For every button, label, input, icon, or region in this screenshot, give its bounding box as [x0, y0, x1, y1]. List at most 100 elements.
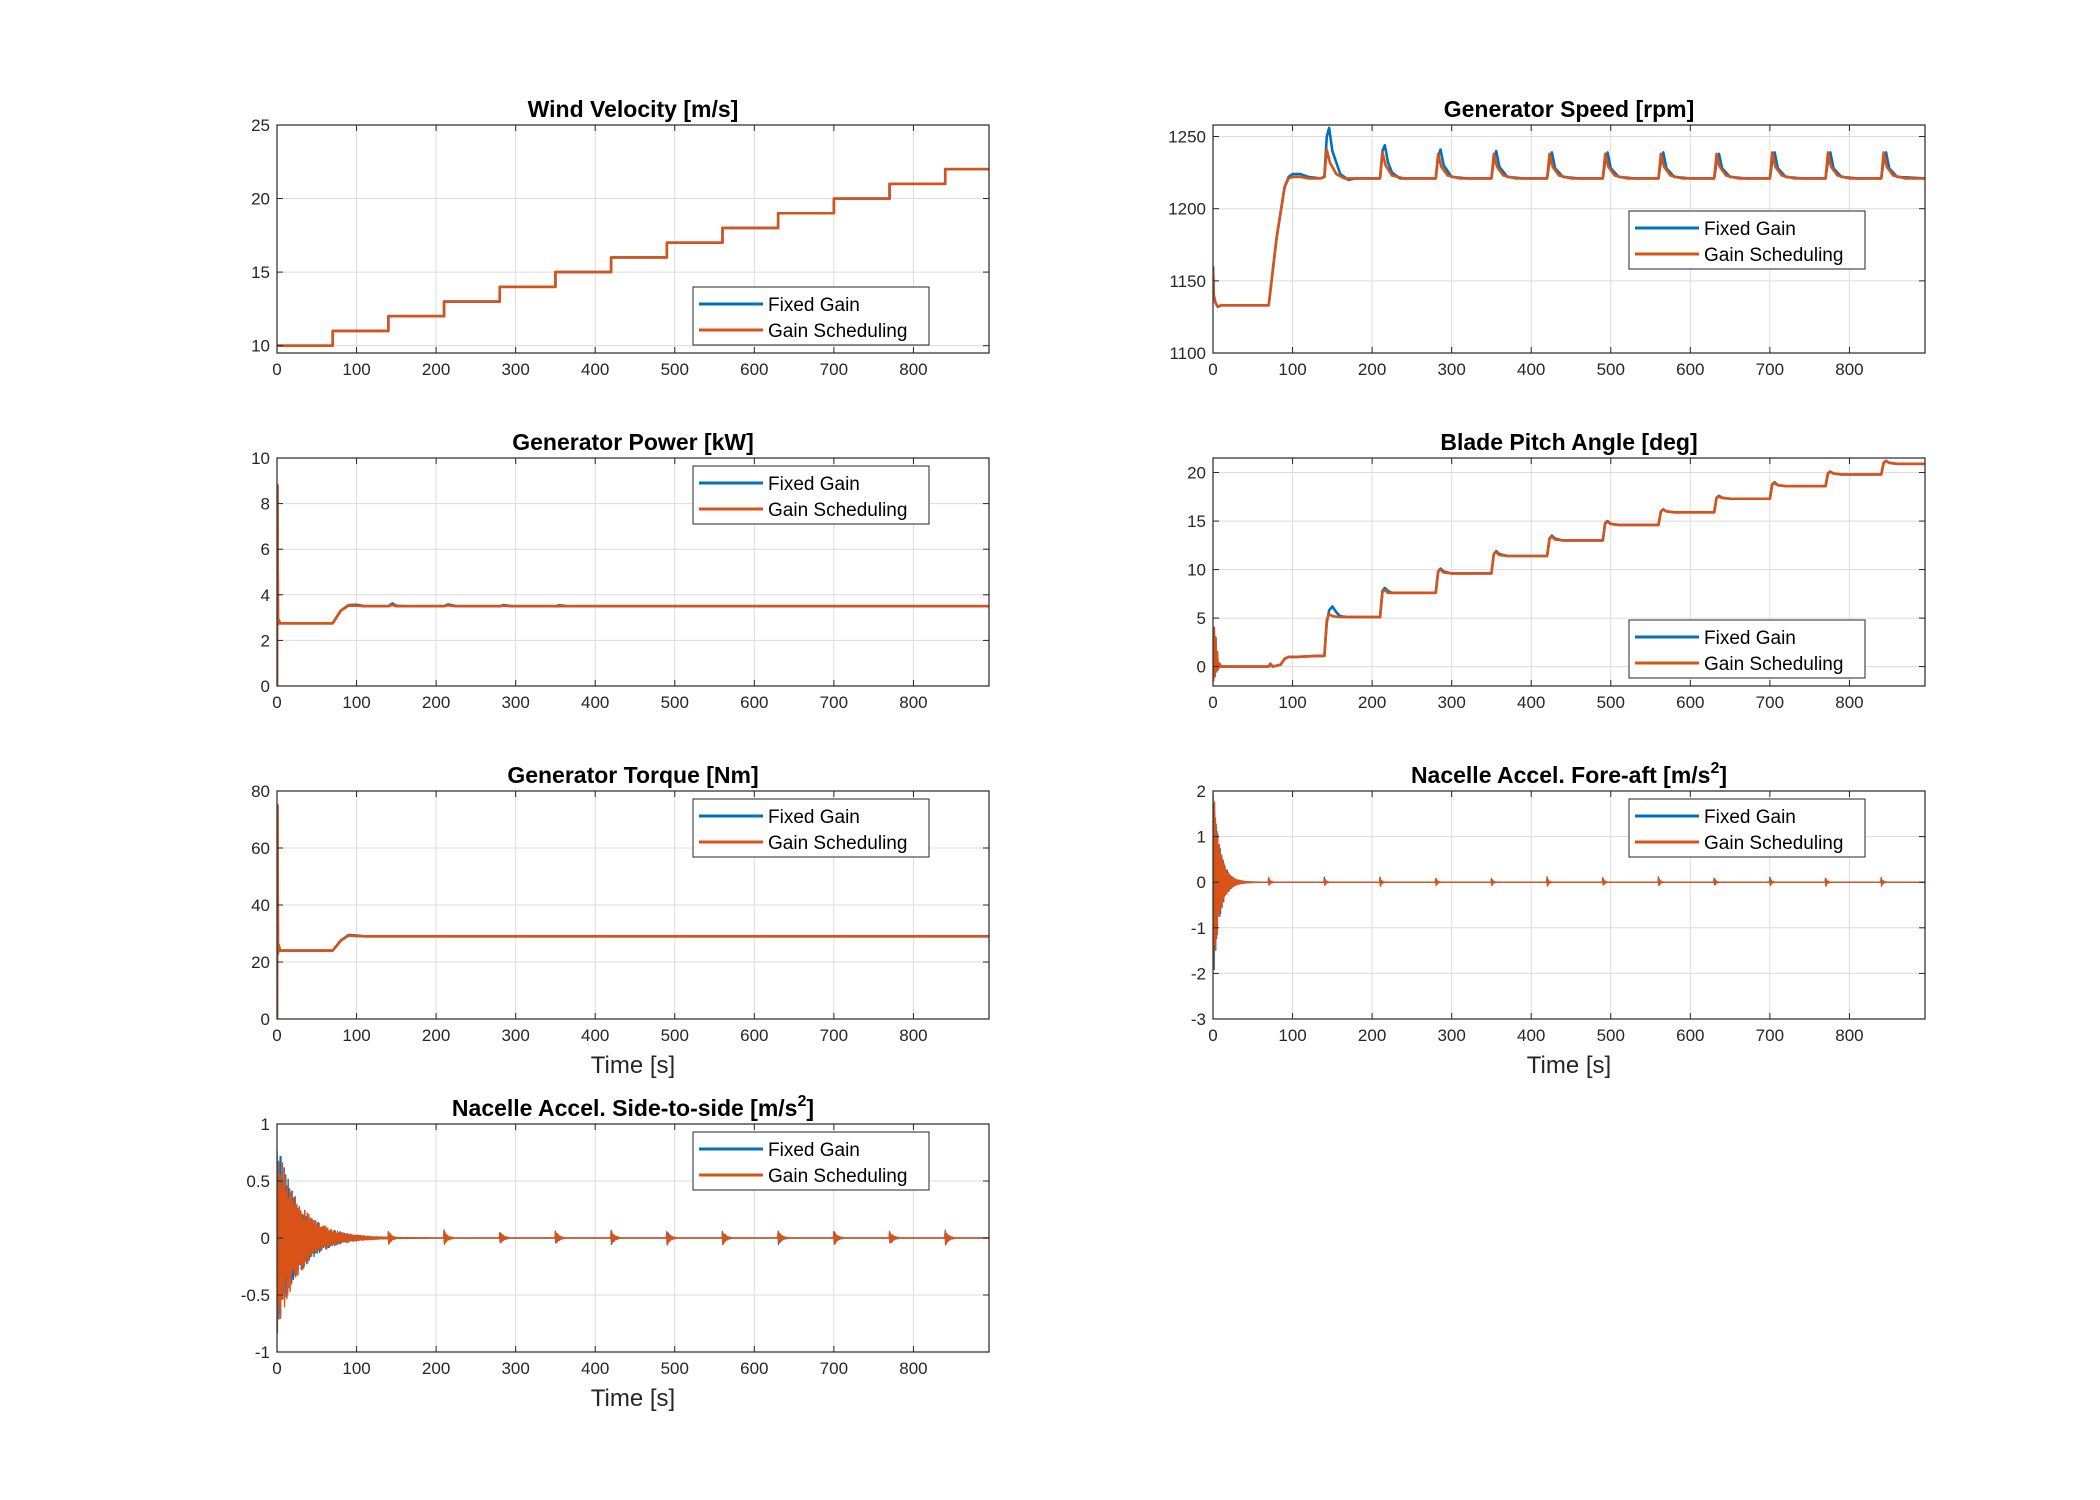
x-tick-label: 100	[342, 360, 370, 379]
chart-title: Nacelle Accel. Side-to-side [m/s2]	[452, 1093, 814, 1121]
y-tick-label: 1	[261, 1115, 270, 1134]
x-tick-label: 600	[1676, 1026, 1704, 1045]
chart-title-superscript: 2	[1710, 760, 1719, 777]
y-tick-label: 0	[1197, 658, 1206, 677]
y-tick-label: 15	[1187, 512, 1206, 531]
y-tick-label: 10	[1187, 561, 1206, 580]
axes-box	[1212, 790, 1926, 1020]
legend-label: Gain Scheduling	[1704, 654, 1843, 675]
chart-title: Generator Power [kW]	[512, 429, 754, 455]
x-tick-label: 700	[820, 360, 848, 379]
legend-label: Fixed Gain	[1704, 807, 1796, 828]
x-tick-label: 600	[1676, 693, 1704, 712]
x-tick-label: 500	[1597, 693, 1625, 712]
x-tick-label: 400	[1517, 1026, 1545, 1045]
series-line-gain-scheduling	[277, 1156, 989, 1334]
x-tick-label: 300	[1437, 360, 1465, 379]
legend: Fixed Gain Gain Scheduling	[692, 286, 930, 346]
y-tick-label: 6	[261, 540, 270, 559]
x-axis-label: Time [s]	[591, 1052, 675, 1079]
legend-box	[692, 286, 930, 346]
x-tick-label: 300	[1437, 693, 1465, 712]
x-tick-label: 300	[501, 1359, 529, 1378]
legend-label: Gain Scheduling	[768, 1166, 907, 1187]
x-tick-label: 800	[1835, 693, 1863, 712]
legend-box	[692, 1131, 930, 1191]
plot-area	[1213, 126, 1925, 309]
legend: Fixed Gain Gain Scheduling	[692, 798, 930, 858]
x-axis-label: Time [s]	[1527, 1052, 1611, 1079]
x-tick-label: 200	[1358, 1026, 1386, 1045]
y-tick-label: -3	[1191, 1010, 1206, 1029]
legend: Fixed Gain Gain Scheduling	[1628, 210, 1866, 270]
x-tick-label: 500	[661, 360, 689, 379]
chart-title: Nacelle Accel. Fore-aft [m/s2]	[1411, 760, 1727, 788]
y-tick-label: -2	[1191, 964, 1206, 983]
y-tick-label: 2	[261, 631, 270, 650]
x-tick-label: 600	[740, 360, 768, 379]
legend-box	[692, 798, 930, 858]
x-tick-label: 0	[1208, 693, 1217, 712]
x-tick-label: 100	[1278, 693, 1306, 712]
x-tick-label: 600	[740, 1026, 768, 1045]
y-tick-label: 15	[251, 263, 270, 282]
x-tick-label: 800	[899, 360, 927, 379]
chart-title-text: Generator Speed [rpm]	[1444, 96, 1695, 122]
plot-area	[1213, 793, 1925, 971]
x-tick-label: 400	[1517, 360, 1545, 379]
chart-torque: 0 100 200 300 400 500 600 700 800 0 20 40 60 80 Genera…	[251, 762, 990, 1079]
legend-label: Fixed Gain	[768, 807, 860, 828]
y-tick-label: 0.5	[246, 1172, 270, 1191]
legend-box	[692, 465, 930, 525]
x-tick-label: 800	[1835, 1026, 1863, 1045]
y-tick-label: 80	[251, 782, 270, 801]
y-tick-label: 1100	[1169, 344, 1206, 363]
chart-foreaft: 0 100 200 300 400 500 600 700 800-3-2-1012Nacell…	[1191, 760, 1926, 1079]
x-tick-label: 600	[740, 693, 768, 712]
chart-title-text: Generator Torque [Nm]	[507, 762, 758, 788]
x-tick-label: 600	[740, 1359, 768, 1378]
x-tick-label: 400	[581, 1026, 609, 1045]
x-tick-label: 400	[581, 360, 609, 379]
legend: Fixed Gain Gain Scheduling	[1628, 619, 1866, 679]
x-tick-label: 100	[342, 1026, 370, 1045]
y-tick-label: -1	[1191, 919, 1206, 938]
x-tick-label: 700	[820, 1359, 848, 1378]
chart-title-end: ]	[1719, 762, 1727, 788]
plot-area	[1213, 459, 1925, 682]
chart-title-text: Nacelle Accel. Fore-aft [m/s	[1411, 762, 1711, 788]
x-tick-label: 300	[501, 693, 529, 712]
x-tick-label: 100	[1278, 360, 1306, 379]
legend: Fixed Gain Gain Scheduling	[1628, 798, 1866, 858]
chart-speed: 0 100 200 300 400 500 600 700 800 1100 1150 1200 125…	[1168, 96, 1926, 379]
y-tick-label: 10	[251, 337, 270, 356]
x-tick-label: 300	[501, 360, 529, 379]
x-tick-label: 200	[422, 360, 450, 379]
y-tick-label: 1	[1197, 828, 1206, 847]
legend-label: Fixed Gain	[1704, 219, 1796, 240]
x-tick-label: 100	[342, 1359, 370, 1378]
legend-label: Gain Scheduling	[768, 500, 907, 521]
legend-label: Gain Scheduling	[768, 833, 907, 854]
chart-power: 0 100 200 300 400 500 600 700 800 0 2 4 6 8 10 Generato…	[251, 429, 990, 712]
x-tick-label: 0	[1208, 1026, 1217, 1045]
legend-label: Gain Scheduling	[1704, 833, 1843, 854]
x-tick-label: 200	[1358, 693, 1386, 712]
series-line-gain-scheduling	[1213, 459, 1925, 682]
y-tick-label: 0	[261, 1010, 270, 1029]
y-tick-label: 20	[251, 190, 270, 209]
chart-sidetoside: 0 100 200 300 400 500 600 700 800 -1 -0.5 0 0.5 1 Nace…	[241, 1093, 990, 1412]
chart-title-text: Blade Pitch Angle [deg]	[1440, 429, 1697, 455]
y-tick-label: 0	[261, 1229, 270, 1248]
y-tick-label: 60	[251, 839, 270, 858]
y-tick-label: 1150	[1169, 272, 1206, 291]
x-tick-label: 0	[272, 1026, 281, 1045]
legend-label: Fixed Gain	[1704, 628, 1796, 649]
y-tick-label: 4	[261, 586, 270, 605]
x-tick-label: 400	[581, 693, 609, 712]
x-tick-label: 200	[422, 1026, 450, 1045]
y-tick-label: -0.5	[241, 1286, 270, 1305]
plot-area	[277, 803, 989, 1019]
plot-area	[277, 1151, 989, 1334]
